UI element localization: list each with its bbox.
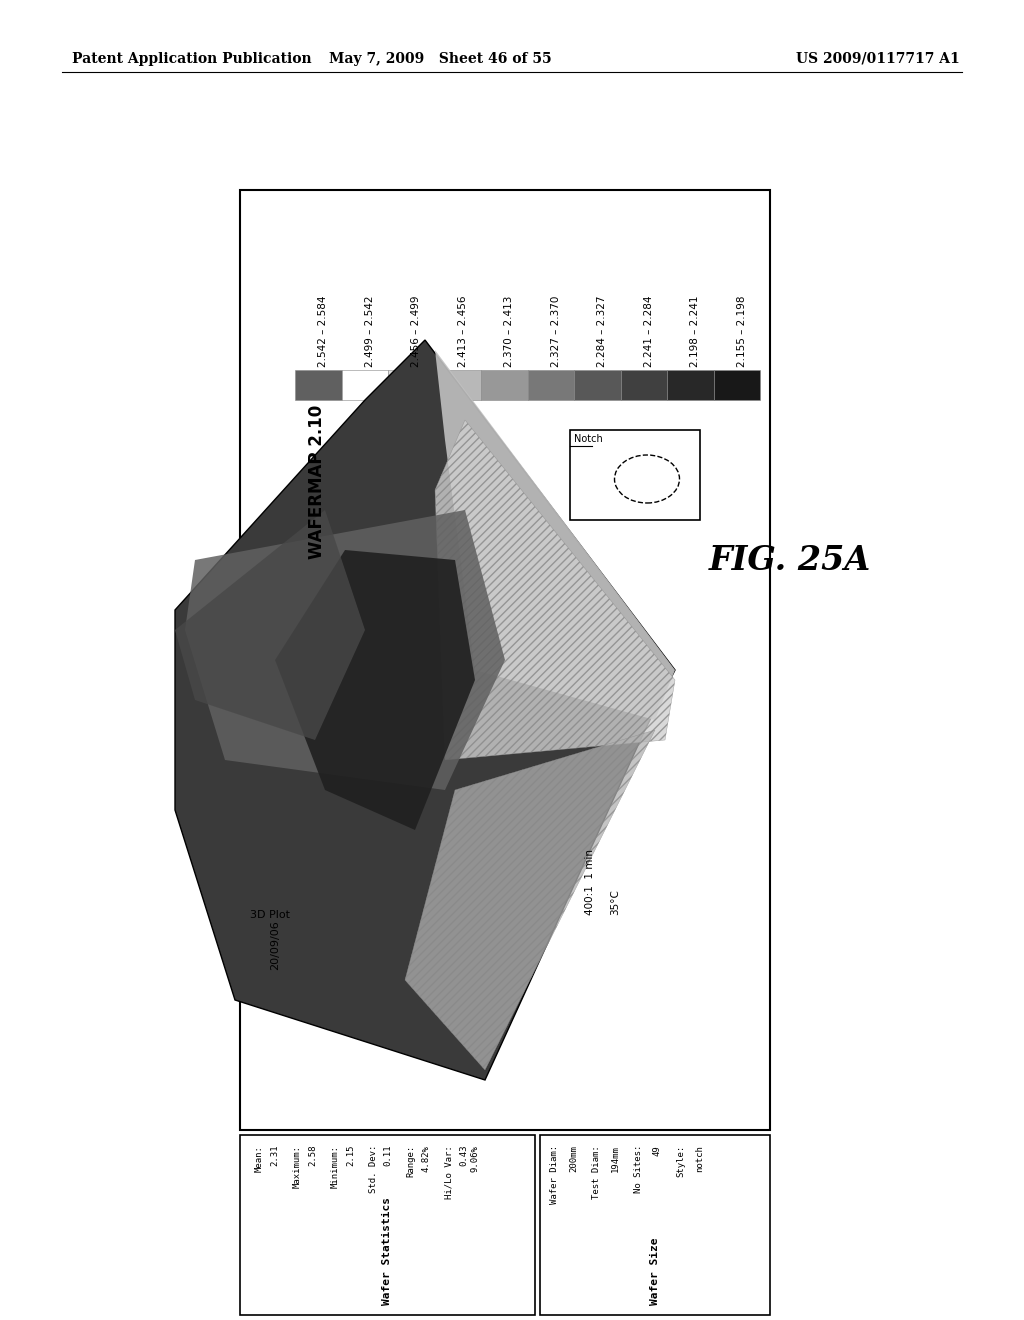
Text: May 7, 2009   Sheet 46 of 55: May 7, 2009 Sheet 46 of 55 xyxy=(329,51,551,66)
Text: 35°C: 35°C xyxy=(610,890,620,915)
Text: FIG. 25A: FIG. 25A xyxy=(709,544,871,577)
Polygon shape xyxy=(435,420,675,760)
Text: 2.284 – 2.327: 2.284 – 2.327 xyxy=(597,296,607,367)
Bar xyxy=(527,370,574,400)
Text: 194mm: 194mm xyxy=(611,1144,620,1172)
Text: Range:: Range: xyxy=(407,1144,416,1177)
Text: Wafer Diam:: Wafer Diam: xyxy=(550,1144,559,1204)
Text: No Sites:: No Sites: xyxy=(634,1144,643,1193)
Text: 2.456 – 2.499: 2.456 – 2.499 xyxy=(412,296,421,367)
Text: 9.06%: 9.06% xyxy=(471,1144,480,1172)
Polygon shape xyxy=(175,341,675,1080)
Text: Wafer Size: Wafer Size xyxy=(650,1238,660,1305)
Bar xyxy=(295,370,341,400)
Text: 49: 49 xyxy=(653,1144,662,1156)
Text: 2.370 – 2.413: 2.370 – 2.413 xyxy=(504,296,514,367)
Bar xyxy=(434,370,481,400)
Bar xyxy=(570,430,700,520)
Bar xyxy=(540,1135,770,1315)
Text: Patent Application Publication: Patent Application Publication xyxy=(72,51,311,66)
Text: 20/09/06: 20/09/06 xyxy=(270,920,280,970)
Text: Std. Dev:: Std. Dev: xyxy=(369,1144,378,1193)
Text: WAFERMAP 2.10: WAFERMAP 2.10 xyxy=(308,405,326,560)
Text: 2.58: 2.58 xyxy=(308,1144,317,1167)
Text: Maximum:: Maximum: xyxy=(293,1144,302,1188)
Text: 2.241 – 2.284: 2.241 – 2.284 xyxy=(644,296,653,367)
Polygon shape xyxy=(185,510,505,789)
Bar xyxy=(621,370,667,400)
Text: 2.327 – 2.370: 2.327 – 2.370 xyxy=(551,296,561,367)
Text: 0.43: 0.43 xyxy=(460,1144,468,1167)
Bar xyxy=(341,370,388,400)
Text: Minimum:: Minimum: xyxy=(331,1144,340,1188)
Text: Test Diam:: Test Diam: xyxy=(592,1144,601,1199)
Text: 2.15: 2.15 xyxy=(346,1144,355,1167)
Bar xyxy=(574,370,621,400)
Polygon shape xyxy=(406,730,655,1071)
Text: 2.413 – 2.456: 2.413 – 2.456 xyxy=(458,296,468,367)
Text: 2.542 – 2.584: 2.542 – 2.584 xyxy=(318,296,329,367)
Text: 200mm: 200mm xyxy=(569,1144,578,1172)
Text: 4.82%: 4.82% xyxy=(422,1144,430,1172)
Bar xyxy=(240,190,770,1130)
Bar xyxy=(481,370,527,400)
Text: 2.31: 2.31 xyxy=(270,1144,280,1167)
Text: Mean:: Mean: xyxy=(255,1144,264,1172)
Text: Hi/Lo Var:: Hi/Lo Var: xyxy=(444,1144,454,1199)
Text: Style:: Style: xyxy=(676,1144,685,1177)
Bar xyxy=(240,1135,535,1315)
Polygon shape xyxy=(175,510,365,741)
Text: 2.155 – 2.198: 2.155 – 2.198 xyxy=(736,296,746,367)
Text: 3D Plot: 3D Plot xyxy=(250,909,290,920)
Text: US 2009/0117717 A1: US 2009/0117717 A1 xyxy=(797,51,961,66)
Polygon shape xyxy=(275,550,475,830)
Text: Notch: Notch xyxy=(574,434,603,444)
Bar xyxy=(714,370,760,400)
Text: Wafer Statistics: Wafer Statistics xyxy=(383,1197,392,1305)
Text: 0.11: 0.11 xyxy=(384,1144,393,1167)
Bar xyxy=(388,370,434,400)
Text: notch: notch xyxy=(695,1144,703,1172)
Text: 2.499 – 2.542: 2.499 – 2.542 xyxy=(365,296,375,367)
Text: 2.198 – 2.241: 2.198 – 2.241 xyxy=(690,296,700,367)
Ellipse shape xyxy=(614,455,680,503)
Polygon shape xyxy=(435,350,675,719)
Bar xyxy=(667,370,714,400)
Text: 400:1  1 min: 400:1 1 min xyxy=(585,849,595,915)
